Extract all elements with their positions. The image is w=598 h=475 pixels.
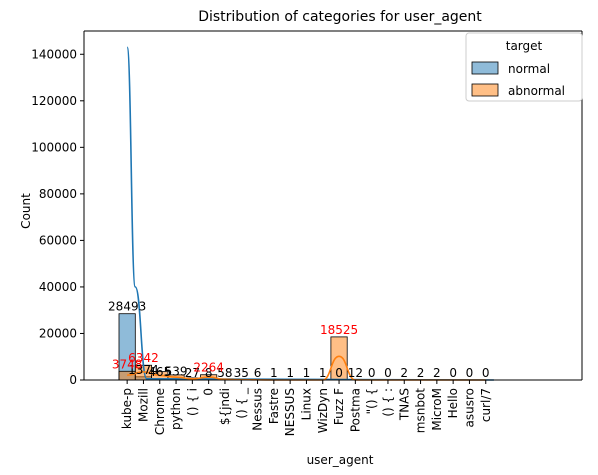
- legend-swatch-abnormal: [471, 83, 499, 97]
- x-tick-label-22: curl/7: [479, 388, 493, 422]
- chart-title: Distribution of categories for user_agen…: [198, 9, 482, 25]
- legend-label-normal: normal: [508, 62, 550, 76]
- x-tick-label-17: TNAS: [397, 388, 411, 421]
- y-axis: 0 20000 40000 60000 80000 100000 120000 140000: [31, 31, 85, 387]
- data-label-normal-6: 58: [217, 366, 232, 380]
- data-label-normal-9: 1: [270, 366, 278, 380]
- data-label-normal-16: 0: [384, 366, 392, 380]
- data-label-abnormal-5: 2264: [193, 361, 224, 375]
- x-tick-label-4: () { i: [185, 388, 199, 416]
- data-label-normal-11: 1: [303, 366, 311, 380]
- x-tick-label-3: python: [169, 388, 183, 430]
- legend: target normal abnormal: [465, 32, 583, 102]
- kde-line-normal: [126, 46, 494, 381]
- data-label-normal-1: 1374: [128, 363, 159, 377]
- x-tick-label-8: Nessus: [251, 388, 265, 431]
- data-label-normal-15: 0: [368, 366, 376, 380]
- x-tick-label-14: Postma: [348, 388, 362, 432]
- data-label-normal-2: 465: [148, 365, 171, 379]
- data-label-normal-21: 0: [466, 366, 474, 380]
- x-tick-label-19: MicroM: [430, 388, 444, 431]
- x-tick-label-13: Fuzz F: [332, 388, 346, 425]
- data-label-abnormal-1: 6342: [128, 351, 159, 365]
- data-label-normal-10: 1: [286, 366, 294, 380]
- x-tick-label-12: WizDyn: [316, 388, 330, 433]
- data-label-normal-8: 6: [254, 366, 262, 380]
- x-tick-label-20: Hello: [446, 388, 460, 418]
- data-label-normal-14: 12: [348, 366, 363, 380]
- y-axis-label: Count: [19, 193, 33, 229]
- y-tick-label-0: 0: [69, 373, 77, 387]
- y-tick-label-3: 60000: [39, 233, 77, 247]
- y-tick-label-5: 100000: [31, 140, 77, 154]
- x-tick-label-5: 0: [202, 388, 216, 396]
- legend-title: target: [506, 39, 543, 53]
- x-tick-label-9: Fastre: [267, 388, 281, 424]
- data-label-normal-22: 0: [482, 366, 490, 380]
- data-label-normal-18: 2: [417, 366, 425, 380]
- data-label-normal-0: 28493: [108, 300, 146, 314]
- data-label-abnormal-0: 3748: [112, 357, 143, 371]
- data-label-normal-20: 0: [449, 366, 457, 380]
- x-tick-label-21: asusro: [462, 388, 476, 427]
- x-tick-label-2: Chrome: [153, 388, 167, 435]
- x-tick-label-0: kube-p: [120, 388, 134, 429]
- data-label-abnormal-13: 18525: [320, 323, 358, 337]
- data-label-normal-17: 2: [400, 366, 408, 380]
- legend-label-abnormal: abnormal: [508, 84, 565, 98]
- data-label-normal-3: 539: [165, 365, 188, 379]
- data-label-normal-12: 1: [319, 366, 327, 380]
- data-label-normal-7: 35: [234, 366, 249, 380]
- x-tick-label-11: Linux: [299, 388, 313, 420]
- y-tick-label-2: 40000: [39, 280, 77, 294]
- x-axis-label: user_agent: [307, 453, 374, 467]
- y-tick-label-6: 120000: [31, 94, 77, 108]
- x-tick-label-7: () { _: [234, 387, 248, 419]
- x-tick-label-1: Mozill: [136, 388, 150, 422]
- data-label-normal-4: 27: [185, 366, 200, 380]
- x-tick-label-10: NESSUS: [283, 388, 297, 436]
- x-axis: kube-p Mozill Chrome python() { i 0 ${jndi() …: [84, 379, 582, 436]
- data-label-normal-13: 0: [335, 366, 343, 380]
- y-tick-label-7: 140000: [31, 47, 77, 61]
- x-tick-label-6: ${jndi: [218, 388, 232, 425]
- legend-swatch-normal: [471, 61, 499, 75]
- x-tick-label-15: "() {: [365, 388, 379, 414]
- x-tick-label-16: () { :: [381, 388, 395, 417]
- x-tick-label-18: msnbot: [414, 388, 428, 434]
- data-label-normal-5: 8: [205, 366, 213, 380]
- y-tick-label-4: 80000: [39, 187, 77, 201]
- data-label-normal-19: 2: [433, 366, 441, 380]
- y-tick-label-1: 20000: [39, 326, 77, 340]
